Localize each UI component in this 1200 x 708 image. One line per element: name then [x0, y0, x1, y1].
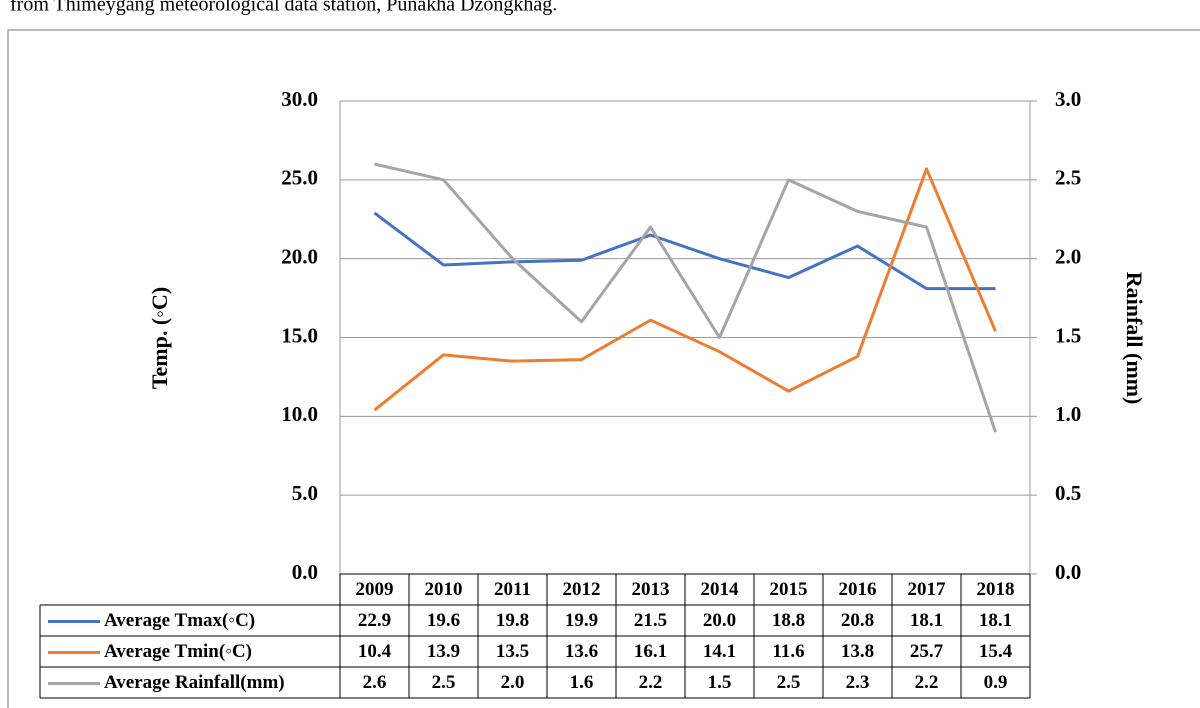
table-value: 1.5	[708, 672, 732, 693]
y-tick-label: 20.0	[281, 244, 318, 268]
y2-tick-label: 1.5	[1055, 323, 1081, 347]
x-tick-label: 2015	[770, 579, 808, 600]
table-value: 2.3	[846, 672, 870, 693]
x-tick-label: 2014	[701, 579, 740, 600]
x-tick-label: 2010	[425, 579, 463, 600]
x-tick-label: 2011	[494, 579, 531, 600]
table-value: 2.6	[363, 672, 387, 693]
table-value: 25.7	[910, 641, 944, 662]
x-tick-label: 2016	[839, 579, 877, 600]
table-value: 20.8	[841, 610, 874, 631]
table-value: 0.9	[984, 672, 1008, 693]
x-tick-label: 2012	[563, 579, 601, 600]
table-value: 2.0	[501, 672, 525, 693]
y2-tick-label: 3.0	[1055, 87, 1081, 111]
table-value: 10.4	[358, 641, 392, 662]
table-value: 13.9	[427, 641, 460, 662]
y-tick-label: 10.0	[281, 402, 318, 426]
table-value: 11.6	[772, 641, 804, 662]
x-tick-label: 2017	[908, 579, 947, 600]
table-value: 19.8	[496, 610, 529, 631]
table-value: 2.2	[639, 672, 663, 693]
y-tick-label: 25.0	[281, 166, 318, 190]
table-value: 18.1	[979, 610, 1012, 631]
y2-tick-label: 0.0	[1055, 560, 1081, 584]
table-value: 13.6	[565, 641, 598, 662]
table-value: 20.0	[703, 610, 736, 631]
table-value: 2.5	[777, 672, 801, 693]
y2-tick-label: 2.5	[1055, 166, 1081, 190]
y-tick-label: 5.0	[292, 481, 318, 505]
table-value: 15.4	[979, 641, 1013, 662]
table-value: 18.1	[910, 610, 943, 631]
table-value: 2.5	[432, 672, 456, 693]
table-value: 13.5	[496, 641, 529, 662]
table-value: 19.9	[565, 610, 598, 631]
table-value: 16.1	[634, 641, 667, 662]
legend-label: Average Tmax(◦C)	[104, 610, 255, 631]
table-value: 18.8	[772, 610, 805, 631]
y2-tick-label: 2.0	[1055, 244, 1081, 268]
series-line	[374, 162, 997, 433]
x-tick-label: 2009	[356, 579, 394, 600]
legend-label: Average Tmin(◦C)	[104, 641, 252, 662]
table-value: 21.5	[634, 610, 667, 631]
y2-tick-label: 0.5	[1055, 481, 1081, 505]
y2-axis-title: Rainfall (mm)	[1122, 272, 1147, 405]
y2-tick-label: 1.0	[1055, 402, 1081, 426]
x-tick-label: 2018	[977, 579, 1015, 600]
caption: from Thimeygang meteorological data stat…	[10, 0, 557, 16]
table-value: 13.8	[841, 641, 874, 662]
table-value: 1.6	[570, 672, 594, 693]
table-value: 19.6	[427, 610, 460, 631]
y-tick-label: 0.0	[292, 560, 318, 584]
series-line	[373, 167, 997, 412]
y-axis-title: Temp. (◦C)	[147, 287, 172, 389]
table-value: 2.2	[915, 672, 939, 693]
x-tick-label: 2013	[632, 579, 670, 600]
table-value: 22.9	[358, 610, 391, 631]
table-value: 14.1	[703, 641, 736, 662]
frame	[7, 29, 1200, 708]
y-tick-label: 30.0	[281, 87, 318, 111]
legend-label: Average Rainfall(mm)	[104, 672, 285, 693]
y-tick-label: 15.0	[281, 323, 318, 347]
series-line	[373, 211, 996, 291]
